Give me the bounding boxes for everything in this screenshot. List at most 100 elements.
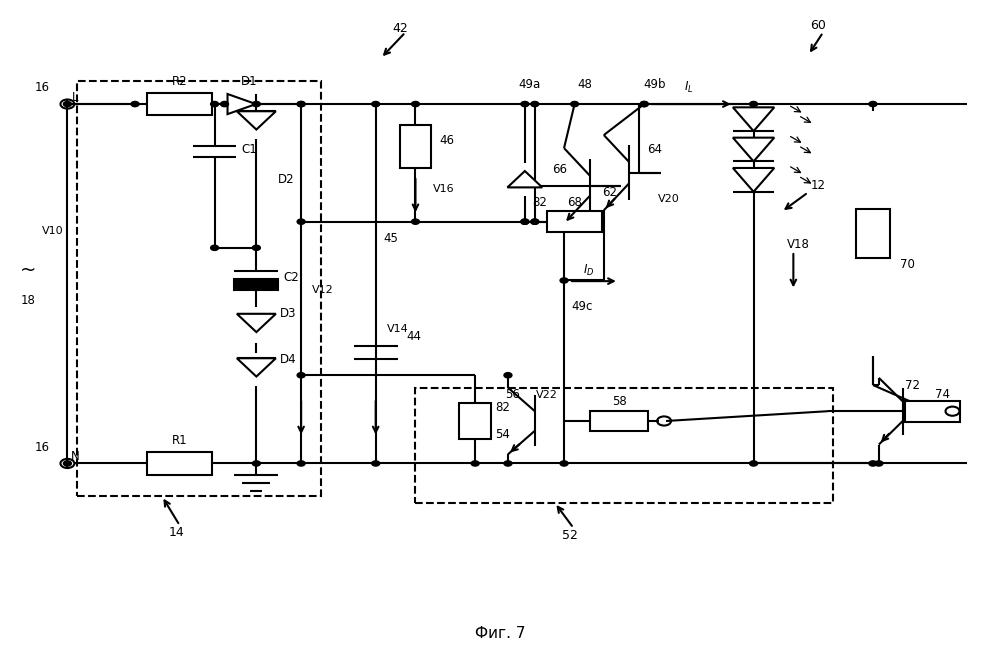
Polygon shape [733, 107, 774, 131]
Bar [459, 403, 491, 439]
Circle shape [531, 101, 539, 107]
Circle shape [504, 372, 512, 378]
Text: 82: 82 [532, 196, 547, 209]
Circle shape [131, 101, 139, 107]
Circle shape [411, 101, 419, 107]
Text: N: N [71, 450, 80, 463]
Circle shape [640, 101, 648, 107]
Text: 64: 64 [647, 143, 662, 156]
Text: 49a: 49a [519, 78, 541, 91]
Bar [77, 81, 321, 496]
Text: $I_L$: $I_L$ [684, 80, 694, 96]
Circle shape [875, 461, 883, 466]
Text: 70: 70 [900, 258, 915, 271]
Circle shape [521, 219, 529, 224]
Text: D2: D2 [278, 173, 295, 186]
Circle shape [504, 461, 512, 466]
Circle shape [63, 461, 71, 466]
Circle shape [211, 101, 219, 107]
Circle shape [750, 461, 758, 466]
Circle shape [252, 101, 260, 107]
Text: V14: V14 [387, 324, 408, 335]
Bar [400, 125, 431, 168]
Text: V16: V16 [433, 184, 454, 194]
Text: V20: V20 [658, 194, 680, 204]
Polygon shape [237, 314, 276, 332]
Circle shape [869, 461, 877, 466]
Polygon shape [733, 138, 774, 161]
Text: 54: 54 [496, 428, 510, 441]
Circle shape [372, 461, 380, 466]
Text: 52: 52 [562, 529, 578, 542]
Text: D4: D4 [280, 353, 296, 366]
Bar [856, 209, 890, 258]
Text: 60: 60 [810, 19, 826, 32]
Circle shape [211, 245, 219, 250]
Text: 72: 72 [905, 378, 920, 391]
Bar [147, 452, 212, 475]
Text: 14: 14 [169, 526, 185, 538]
Polygon shape [237, 358, 276, 376]
Circle shape [521, 219, 529, 224]
Circle shape [571, 101, 579, 107]
Text: 18: 18 [20, 294, 35, 306]
Circle shape [560, 278, 568, 283]
Circle shape [252, 461, 260, 466]
Text: 44: 44 [406, 330, 421, 343]
Bar [415, 388, 833, 503]
Text: 49b: 49b [643, 78, 665, 91]
Circle shape [560, 461, 568, 466]
Circle shape [869, 101, 877, 107]
Text: ~: ~ [19, 261, 36, 280]
Bar [590, 411, 648, 432]
Circle shape [411, 219, 419, 224]
Text: V12: V12 [312, 285, 334, 295]
Text: 45: 45 [383, 231, 398, 244]
Circle shape [372, 101, 380, 107]
Circle shape [521, 101, 529, 107]
Text: R1: R1 [172, 434, 188, 447]
Text: 49c: 49c [571, 300, 593, 313]
Text: 62: 62 [602, 186, 617, 199]
Polygon shape [733, 168, 774, 192]
Polygon shape [507, 171, 542, 187]
Text: Фиг. 7: Фиг. 7 [475, 626, 525, 641]
Text: 16: 16 [35, 441, 50, 453]
Circle shape [531, 219, 539, 224]
Text: 48: 48 [577, 78, 592, 91]
Circle shape [63, 101, 71, 107]
Text: 74: 74 [935, 388, 950, 401]
Circle shape [750, 101, 758, 107]
Text: 58: 58 [612, 395, 627, 408]
Bar [905, 401, 960, 422]
Text: 56: 56 [505, 388, 520, 401]
Polygon shape [228, 94, 256, 114]
Text: 66: 66 [552, 163, 567, 176]
Circle shape [531, 219, 539, 224]
Text: D3: D3 [280, 306, 296, 320]
Circle shape [297, 372, 305, 378]
Text: 68: 68 [567, 196, 582, 209]
Circle shape [221, 101, 229, 107]
Bar [547, 212, 602, 232]
Circle shape [471, 461, 479, 466]
Circle shape [297, 101, 305, 107]
Circle shape [640, 101, 648, 107]
Text: C1: C1 [242, 143, 257, 156]
Circle shape [297, 101, 305, 107]
Text: C2: C2 [283, 271, 299, 284]
Bar [147, 93, 212, 115]
Text: D1: D1 [241, 74, 258, 88]
Bar [234, 279, 278, 290]
Text: V22: V22 [536, 390, 558, 400]
Text: V10: V10 [42, 227, 63, 237]
Text: V18: V18 [787, 238, 810, 251]
Circle shape [297, 461, 305, 466]
Text: L: L [72, 91, 79, 104]
Text: $I_D$: $I_D$ [583, 263, 595, 278]
Text: 82: 82 [496, 401, 510, 415]
Text: R2: R2 [172, 74, 188, 88]
Text: 12: 12 [811, 179, 826, 192]
Circle shape [297, 219, 305, 224]
Text: 46: 46 [440, 134, 455, 146]
